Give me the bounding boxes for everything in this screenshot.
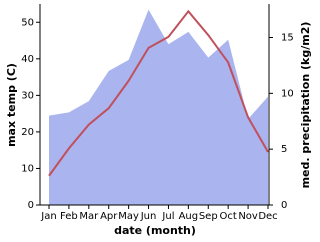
y2-tick-label: 15 bbox=[281, 33, 294, 44]
x-tick-label: Jul bbox=[161, 211, 174, 222]
y-tick-label: 0 bbox=[28, 200, 34, 211]
y2-tick-label: 0 bbox=[281, 200, 287, 211]
x-tick-label: Jan bbox=[40, 211, 56, 222]
y-tick-label: 50 bbox=[21, 17, 34, 28]
x-tick-label: Jun bbox=[140, 211, 157, 222]
y2-tick-label: 5 bbox=[281, 144, 287, 155]
x-tick-label: Oct bbox=[220, 211, 237, 222]
x-tick-label: Nov bbox=[238, 211, 258, 222]
x-tick-label: Apr bbox=[100, 211, 118, 222]
temperature-line bbox=[48, 9, 269, 177]
x-tick-label: May bbox=[118, 211, 139, 222]
x-axis-label: date (month) bbox=[114, 224, 196, 237]
y-tick-label: 10 bbox=[21, 163, 34, 174]
y-tick-label: 20 bbox=[21, 127, 34, 138]
x-tick-label: Dec bbox=[258, 211, 277, 222]
x-tick-label: Feb bbox=[60, 211, 78, 222]
precipitation-area bbox=[49, 9, 268, 206]
y-axis-label: max temp (C) bbox=[5, 63, 18, 147]
y-tick-label: 30 bbox=[21, 90, 34, 101]
y-tick-label: 40 bbox=[21, 54, 34, 65]
y2-tick-label: 10 bbox=[281, 88, 294, 99]
x-tick-label: Mar bbox=[79, 211, 99, 222]
x-tick-label: Aug bbox=[179, 211, 199, 222]
y2-axis-label: med. precipitation (kg/m2) bbox=[299, 22, 312, 189]
x-tick-label: Sep bbox=[199, 211, 218, 222]
